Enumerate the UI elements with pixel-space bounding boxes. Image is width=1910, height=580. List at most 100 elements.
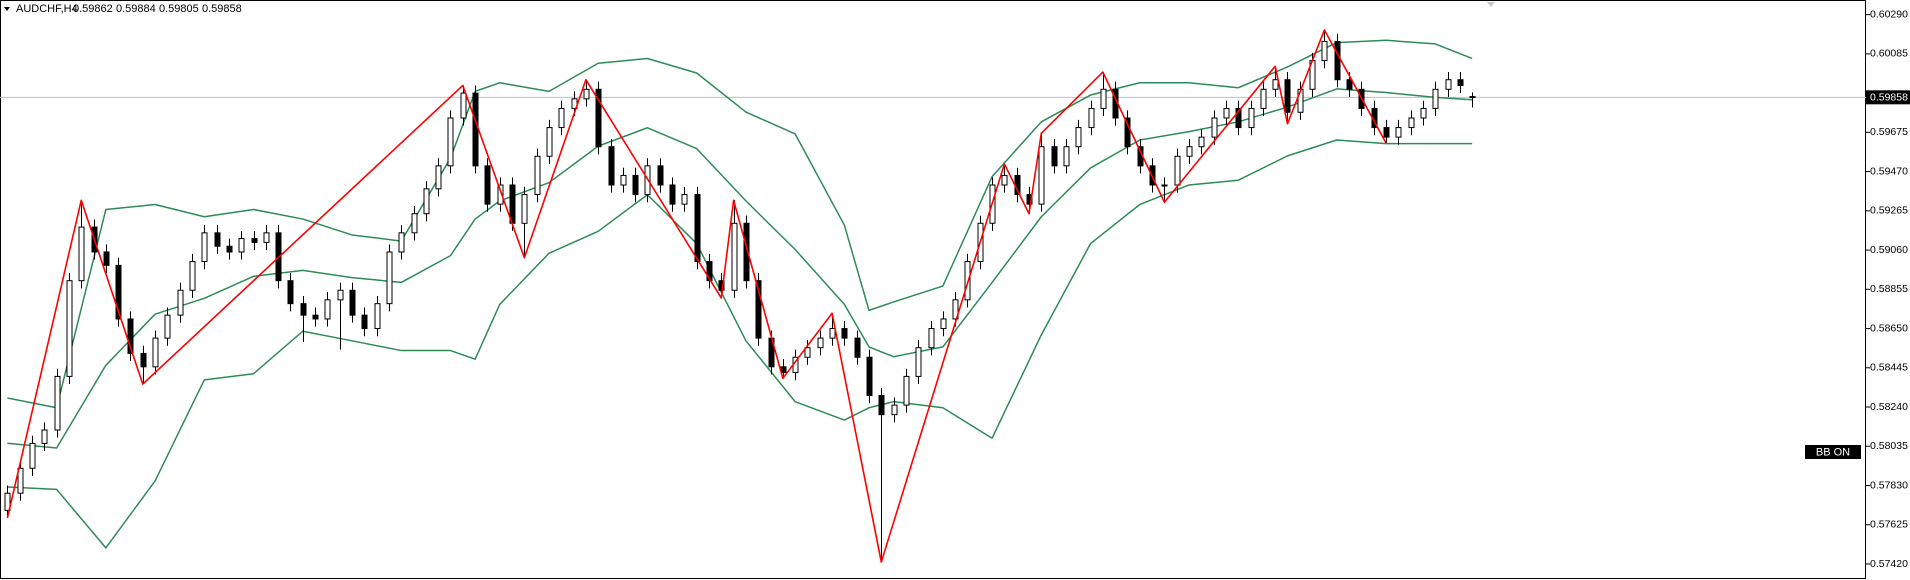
- candle-body: [140, 352, 147, 368]
- candle-body: [1408, 117, 1415, 129]
- candle-body: [497, 184, 504, 205]
- candle-body: [1284, 79, 1291, 113]
- candle-body: [41, 429, 48, 444]
- candle-body: [115, 264, 122, 320]
- candle-body: [1432, 88, 1439, 109]
- candle-body: [472, 92, 479, 167]
- y-tick-label: 0.58445: [1870, 362, 1908, 374]
- candle-body: [1075, 127, 1082, 148]
- candle-body: [447, 117, 454, 167]
- candle-body: [300, 303, 307, 316]
- candle-body: [534, 155, 541, 196]
- candle-body: [103, 251, 110, 266]
- current-price-box: [1866, 90, 1910, 105]
- candle-body: [608, 146, 615, 186]
- candle-body: [177, 289, 184, 316]
- candle-body: [78, 226, 85, 282]
- candle-body: [1186, 146, 1193, 157]
- candle-body: [706, 261, 713, 282]
- header-high: 0.59884: [116, 3, 156, 15]
- candle-body: [829, 328, 836, 339]
- candle-body: [854, 337, 861, 358]
- candle-body: [460, 92, 467, 119]
- candle-body: [1038, 146, 1045, 205]
- candle-body: [1235, 107, 1242, 129]
- candle-body: [287, 280, 294, 305]
- candle-body: [1088, 107, 1095, 129]
- candle-body: [1383, 127, 1390, 138]
- y-tick-label: 0.59265: [1870, 205, 1908, 217]
- candle-body: [238, 238, 245, 253]
- candle-body: [386, 251, 393, 305]
- menu-arrow[interactable]: [4, 7, 10, 11]
- candle-body: [521, 194, 528, 224]
- candle-body: [435, 165, 442, 190]
- candle-body: [1469, 96, 1476, 99]
- candle-body: [891, 404, 898, 416]
- candle-body: [595, 88, 602, 148]
- candle-body: [29, 442, 36, 469]
- candle-body: [903, 375, 910, 406]
- y-tick-label: 0.59470: [1870, 165, 1908, 177]
- candle-body: [374, 303, 381, 330]
- candle-body: [1248, 107, 1255, 129]
- y-tick-label: 0.60085: [1870, 48, 1908, 60]
- candle-body: [804, 347, 811, 358]
- candle-body: [915, 347, 922, 377]
- candle-body: [214, 232, 221, 247]
- candle-body: [1272, 79, 1279, 90]
- candle-body: [337, 289, 344, 301]
- y-tick-label: 0.57830: [1870, 479, 1908, 491]
- y-tick-label: 0.57420: [1870, 558, 1908, 570]
- y-tick-label: 0.58035: [1870, 440, 1908, 452]
- header-close: 0.59858: [202, 3, 242, 15]
- candle-body: [1063, 146, 1070, 167]
- candle-body: [940, 318, 947, 330]
- candle-body: [546, 127, 553, 157]
- candle-body: [312, 314, 319, 320]
- y-tick-label: 0.58855: [1870, 283, 1908, 295]
- candle-body: [201, 232, 208, 263]
- candle-body: [1174, 155, 1181, 186]
- candle-body: [484, 165, 491, 205]
- bollinger-middle: [7, 88, 1473, 449]
- y-tick-label: 0.59675: [1870, 126, 1908, 138]
- candle-body: [1100, 88, 1107, 109]
- candle-body: [251, 238, 258, 243]
- candle-body: [1051, 146, 1058, 167]
- candle-body: [17, 467, 24, 494]
- candle-body: [1211, 117, 1218, 138]
- candle-body: [1161, 184, 1168, 187]
- candle-body: [669, 184, 676, 205]
- candle-body: [398, 232, 405, 253]
- y-tick-label: 0.60290: [1870, 8, 1908, 20]
- candle-body: [583, 88, 590, 100]
- candle-body: [632, 174, 639, 196]
- candle-body: [1346, 79, 1353, 90]
- candle-body: [558, 107, 565, 129]
- indicator-badge[interactable]: [1805, 445, 1861, 459]
- candle-body: [817, 337, 824, 349]
- y-tick-label: 0.59060: [1870, 244, 1908, 256]
- bollinger-lower: [7, 139, 1473, 549]
- candle-body: [189, 261, 196, 291]
- candle-body: [620, 174, 627, 186]
- candle-body: [54, 375, 61, 431]
- candle-body: [1223, 107, 1230, 119]
- candle-body: [324, 299, 331, 320]
- candle-body: [1420, 107, 1427, 119]
- candle-body: [681, 194, 688, 205]
- y-tick-label: 0.58650: [1870, 322, 1908, 334]
- candle-body: [423, 188, 430, 215]
- candle-body: [349, 289, 356, 316]
- price-axis: 0.60290 0.60085 0.59675 0.59470 0.59265 0.590…: [1866, 8, 1910, 570]
- candle-body: [731, 222, 738, 291]
- candle-body: [226, 245, 233, 253]
- candle-body: [4, 492, 11, 511]
- candle-body: [657, 165, 664, 186]
- candle-body: [127, 318, 134, 354]
- header-low: 0.59805: [159, 3, 199, 15]
- indicator-label[interactable]: BB ON: [1816, 446, 1850, 458]
